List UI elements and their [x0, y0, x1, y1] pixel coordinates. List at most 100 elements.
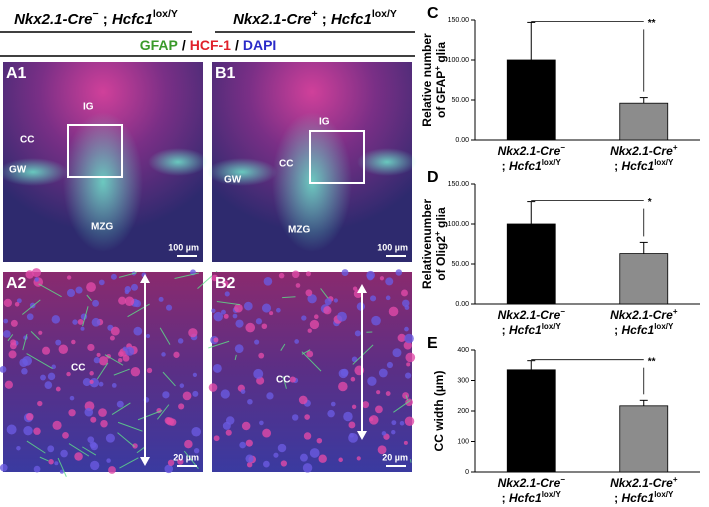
fiber	[117, 421, 143, 432]
nucleus	[232, 313, 238, 319]
separator: ;	[318, 11, 331, 28]
nucleus	[404, 333, 414, 344]
fiber	[104, 354, 124, 366]
nucleus	[25, 270, 34, 279]
allele-sup: lox/Y	[654, 322, 674, 331]
nucleus	[262, 428, 272, 438]
nucleus	[259, 420, 264, 426]
allele: Hcfc1	[622, 491, 655, 505]
fiber	[117, 432, 135, 448]
nucleus	[125, 346, 135, 356]
panel-id: A1	[6, 65, 27, 82]
region-label: CC	[276, 375, 290, 386]
nucleus	[164, 464, 174, 474]
sign: +	[673, 143, 678, 152]
nucleus	[105, 433, 115, 443]
nucleus	[3, 318, 9, 324]
nucleus	[34, 277, 39, 282]
region-label: IG	[319, 117, 330, 128]
nucleus	[402, 299, 410, 307]
nucleus	[193, 448, 200, 454]
nucleus	[280, 460, 287, 467]
separator: ;	[99, 11, 112, 28]
fiber	[301, 351, 322, 372]
nucleus	[324, 298, 332, 306]
gene: Nkx2.1-Cre	[14, 11, 92, 28]
y-axis-label-sup: +	[433, 66, 442, 71]
x-tick-label: Nkx2.1-Cre+	[610, 143, 678, 159]
nucleus	[191, 426, 201, 437]
sign: −	[560, 143, 565, 152]
x-tick-label: Nkx2.1-Cre+	[610, 475, 678, 491]
nucleus	[356, 302, 366, 311]
gene: Nkx2.1-Cre	[233, 11, 311, 28]
nucleus	[6, 424, 17, 435]
nucleus	[385, 295, 391, 301]
fiber	[159, 327, 171, 345]
nucleus	[84, 407, 94, 417]
nucleus	[366, 270, 375, 280]
glow	[357, 148, 417, 176]
nucleus	[222, 280, 229, 287]
nucleus	[116, 400, 124, 408]
fiber	[111, 402, 131, 415]
separator: ;	[502, 323, 509, 337]
nucleus	[33, 465, 41, 473]
nucleus	[223, 313, 229, 319]
nucleus	[377, 445, 387, 455]
stain-name: DAPI	[243, 37, 276, 53]
y-tick-label: 300	[457, 377, 469, 384]
fiber	[57, 457, 67, 477]
nucleus	[184, 439, 193, 449]
nucleus	[406, 362, 411, 367]
x-tick-label: ; Hcfc1lox/Y	[502, 322, 562, 338]
nucleus	[234, 303, 243, 313]
nucleus	[21, 368, 28, 375]
nucleus	[178, 403, 185, 410]
nucleus	[352, 286, 358, 291]
panel-id: C	[427, 5, 439, 22]
nucleus	[351, 404, 357, 409]
nucleus	[269, 311, 274, 316]
scale-label: 20 µm	[382, 452, 408, 462]
separator: ;	[614, 491, 621, 505]
separator: ;	[502, 159, 509, 173]
fiber	[320, 288, 329, 299]
nucleus	[26, 413, 34, 421]
fiber	[38, 283, 62, 298]
nucleus	[109, 335, 115, 341]
nucleus	[291, 270, 300, 279]
nucleus	[378, 368, 388, 378]
nucleus	[306, 350, 314, 358]
nucleus	[316, 437, 323, 444]
nucleus	[58, 344, 69, 354]
nucleus	[96, 352, 101, 357]
y-axis-label-end: glia	[434, 207, 448, 231]
nucleus	[211, 274, 219, 282]
micrograph: B1 IG CC GW MZG 100 µm	[207, 62, 417, 262]
sign: +	[673, 475, 678, 484]
nucleus	[118, 296, 127, 305]
y-axis-label: Relativenumberof Olig2+ glia	[420, 199, 448, 289]
nucleus	[145, 333, 151, 339]
nucleus	[60, 449, 68, 458]
nucleus	[350, 376, 356, 382]
nucleus	[182, 391, 192, 401]
nucleus	[87, 436, 95, 444]
nucleus	[86, 282, 96, 293]
nucleus	[98, 356, 109, 366]
nucleus	[391, 420, 397, 426]
fiber	[26, 353, 53, 370]
scale-label: 100 µm	[377, 242, 408, 252]
fiber	[82, 446, 97, 456]
x-tick-label: ; Hcfc1lox/Y	[502, 490, 562, 506]
significance-label: **	[648, 18, 656, 29]
significance-label: **	[648, 356, 656, 367]
fiber	[113, 368, 130, 376]
fiber	[30, 331, 40, 341]
nucleus	[146, 367, 153, 374]
fiber	[157, 404, 170, 420]
allele: Hcfc1	[509, 491, 542, 505]
nucleus	[23, 425, 33, 436]
nucleus	[302, 463, 313, 473]
